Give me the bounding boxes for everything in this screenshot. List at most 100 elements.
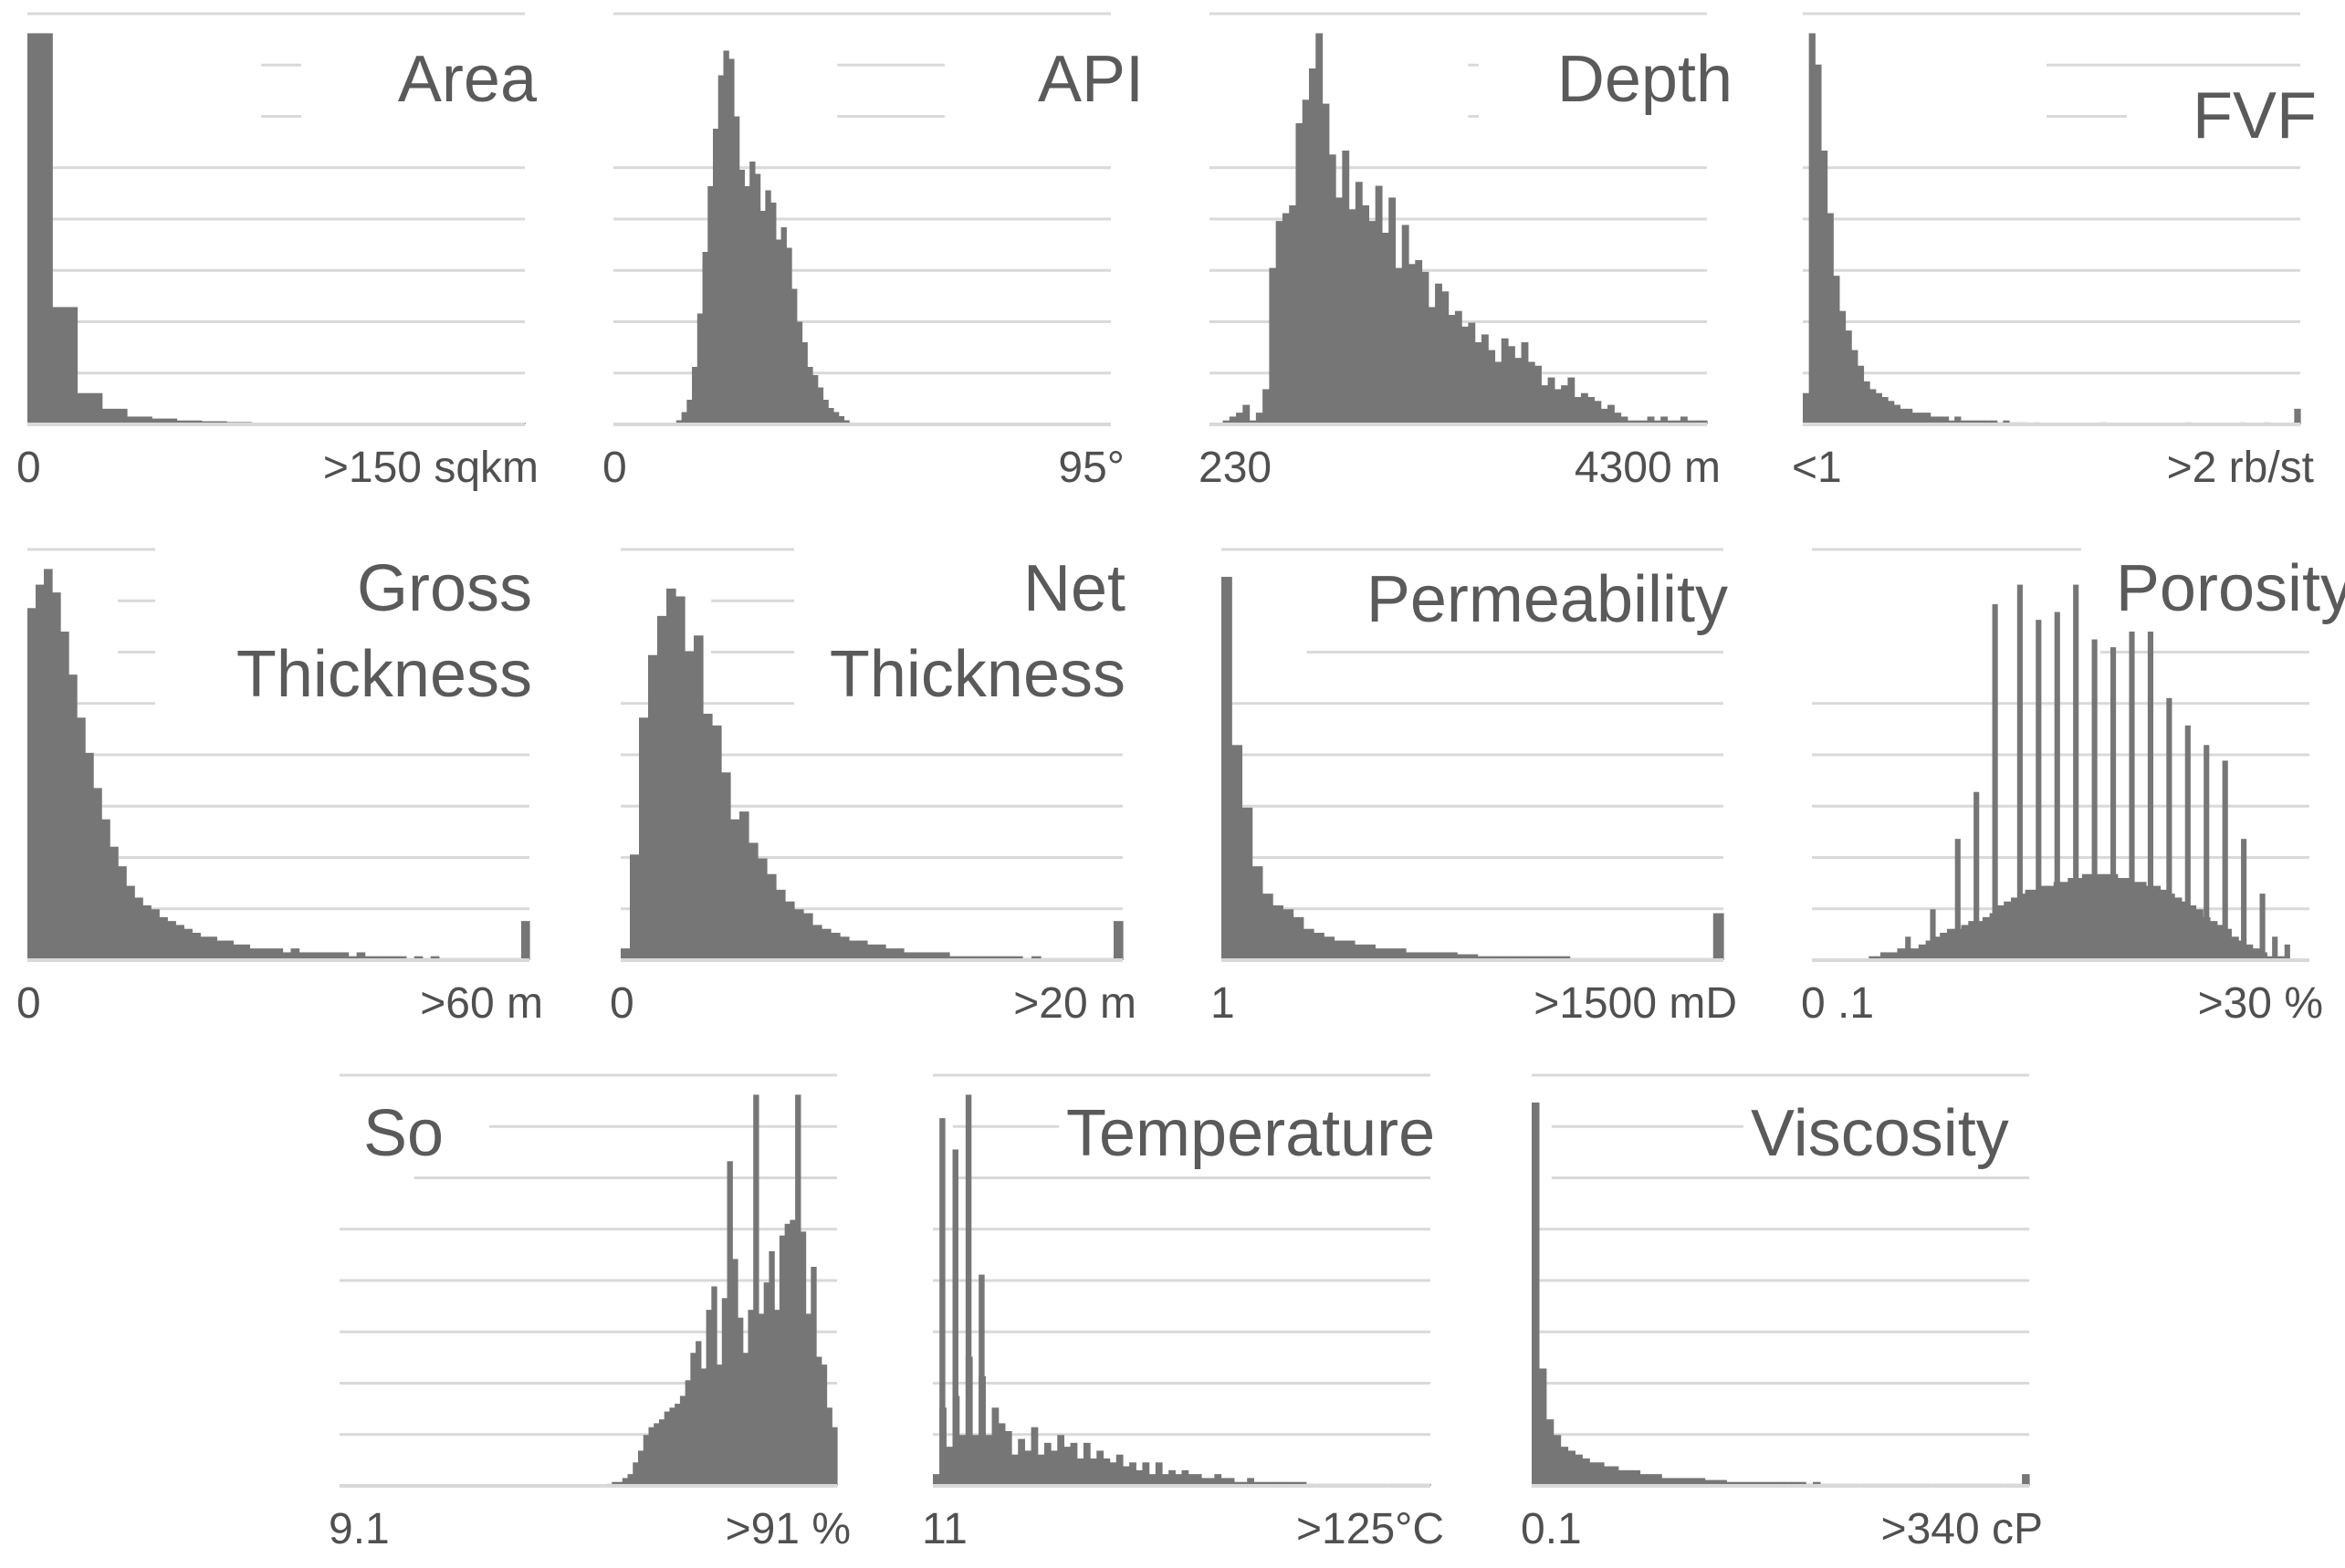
histogram-bar (77, 717, 86, 960)
histogram-bar (1776, 1481, 1785, 1486)
histogram-bar (1719, 1479, 1727, 1486)
histogram-bar (1647, 1474, 1655, 1486)
histogram-bar (1918, 413, 1925, 424)
histogram-bar (758, 858, 768, 960)
histogram-bar (1617, 1469, 1627, 1486)
histogram-panel-temperature: 11 >125°C (922, 1073, 1444, 1568)
panel-title-gross-thickness: Gross Thickness (155, 546, 539, 717)
histogram-bar (60, 632, 69, 960)
histogram-bar (1208, 1478, 1215, 1486)
histogram-spike-bar (1992, 604, 1998, 960)
histogram-bar (1975, 921, 1984, 960)
histogram-bar (1344, 940, 1356, 960)
histogram-bar (1421, 271, 1429, 424)
histogram-bar (1037, 1454, 1045, 1486)
histogram-spike-bar (2147, 615, 2154, 960)
histogram-bar (1416, 952, 1428, 960)
histogram-bar (1960, 420, 1968, 424)
histogram-spike-bar (952, 1149, 958, 1486)
histogram-bar (1468, 322, 1476, 424)
histogram-bar (307, 952, 317, 960)
histogram-bar (867, 944, 877, 960)
histogram-bar (1322, 103, 1330, 424)
histogram-bar (1070, 1442, 1078, 1486)
histogram-spike-bar (1973, 791, 1980, 960)
histogram-bar (414, 956, 424, 960)
histogram-bar (2245, 944, 2254, 960)
histogram-bar (1231, 745, 1243, 960)
histogram-bar (702, 252, 708, 424)
histogram-bar (1018, 1438, 1025, 1486)
histogram-bar (1381, 233, 1389, 424)
histogram-bar (791, 288, 798, 424)
histogram-bar (1978, 420, 1985, 424)
histogram-bar (1554, 389, 1562, 424)
histogram-bar (2003, 420, 2010, 424)
histogram-bar (1851, 350, 1858, 424)
histogram-bar (858, 940, 868, 960)
histogram-bar (1561, 385, 1568, 424)
histogram-bar (658, 1419, 665, 1486)
histogram-bar (142, 905, 152, 960)
histogram-bar (1295, 123, 1303, 424)
histogram-bar (1582, 1458, 1590, 1486)
histogram-bar (1122, 1466, 1130, 1486)
histogram-bar (1620, 416, 1628, 424)
histogram-bar (780, 227, 787, 424)
histogram-bar (1936, 416, 1943, 424)
histogram-bar (728, 58, 735, 424)
histogram-bar (1395, 267, 1403, 424)
histogram-panel-porosity: 0 .1 >30 % (1801, 548, 2323, 1042)
histogram-plot-viscosity (1532, 1073, 2030, 1488)
histogram-plot-fvf (1803, 12, 2301, 426)
histogram-bar (27, 608, 37, 960)
histogram-bar (1188, 1474, 1196, 1486)
panel-title-line: FVF (2193, 79, 2317, 152)
histogram-bar (1600, 408, 1608, 424)
histogram-bar (340, 952, 350, 960)
histogram-bar (1769, 1481, 1778, 1486)
histogram-bar (1043, 1442, 1052, 1486)
histogram-bar (36, 584, 45, 960)
histogram-bar (643, 1435, 650, 1486)
histogram-bar (1567, 377, 1576, 424)
histogram-bar (1441, 291, 1450, 424)
histogram-bar (1869, 956, 1877, 960)
histogram-bar (1815, 64, 1822, 425)
histogram-bar (1968, 921, 1976, 960)
histogram-bar (767, 873, 777, 960)
histogram-bar (812, 375, 819, 424)
histogram-bar (1690, 1478, 1699, 1486)
histogram-bar (1406, 952, 1417, 960)
histogram-bar (1334, 940, 1345, 960)
histogram-bar (1063, 1447, 1072, 1486)
histogram-bar (1335, 197, 1343, 424)
histogram-bar (1820, 151, 1828, 424)
histogram-bar (826, 1407, 832, 1486)
histogram-bar (1647, 416, 1655, 424)
histogram-bar (1813, 1481, 1821, 1486)
panel-title-line: Temperature (1066, 1097, 1436, 1170)
histogram-bar (1365, 944, 1376, 960)
histogram-bar (1654, 1474, 1662, 1486)
histogram-bar (785, 901, 795, 960)
histogram-bar (1261, 894, 1273, 960)
histogram-bar (1236, 413, 1243, 424)
histogram-bar (1673, 420, 1681, 424)
histogram-bar (1532, 1103, 1540, 1486)
histogram-bar (1973, 420, 1980, 424)
histogram-bar (2011, 897, 2019, 960)
histogram-bar (1115, 1454, 1124, 1486)
histogram-bar (1838, 310, 1847, 424)
histogram-bar (998, 1423, 1006, 1486)
x-tick-min-label: 0 (610, 979, 634, 1028)
histogram-bar (1900, 408, 1907, 424)
histogram-bar (1693, 420, 1701, 424)
histogram-bar (1214, 1474, 1222, 1486)
histogram-bar (1808, 33, 1816, 425)
histogram-bar (622, 1478, 629, 1486)
histogram-bar (727, 1161, 733, 1486)
histogram-bar (913, 952, 923, 960)
histogram-spike-bar (2272, 936, 2278, 960)
histogram-bar (1266, 1481, 1274, 1486)
